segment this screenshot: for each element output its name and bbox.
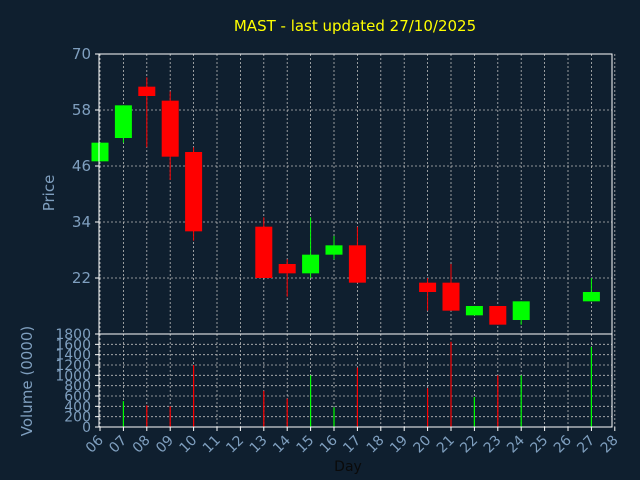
price-ytick-label: 70 <box>72 45 91 63</box>
candle-body <box>114 105 132 138</box>
chart-title: MAST - last updated 27/10/2025 <box>234 17 476 35</box>
volume-ytick-label: 1600 <box>55 337 91 353</box>
price-ytick-label: 34 <box>72 213 91 231</box>
candle-body <box>185 152 203 232</box>
volume-ytick-label: 1800 <box>55 327 91 343</box>
volume-ytick-label: 800 <box>64 379 91 395</box>
price-panel: 22 34 46 58 70 Price <box>40 45 616 335</box>
candle-body <box>489 306 507 325</box>
volume-axis-label: Volume (0000) <box>18 326 36 436</box>
volume-ytick-label: 1200 <box>55 358 91 374</box>
candle-body <box>419 282 437 292</box>
candle-body <box>325 245 343 255</box>
volume-ytick-label: 1000 <box>55 368 91 384</box>
candle-body <box>348 245 366 283</box>
volume-ytick-label: 600 <box>64 389 91 405</box>
volume-ytick-label: 0 <box>82 420 91 436</box>
x-axis-label: Day <box>334 459 362 475</box>
candle-body <box>465 306 483 316</box>
price-axis-label: Price <box>40 175 58 212</box>
candle-body <box>302 254 320 274</box>
volume-frame <box>98 333 613 428</box>
candle-body <box>91 142 109 162</box>
candle-body <box>278 264 296 274</box>
candle-body <box>582 292 600 302</box>
candle-body <box>442 282 460 311</box>
candle-body <box>512 301 530 320</box>
volume-ytick-label: 400 <box>64 399 91 415</box>
price-ytick-label: 58 <box>72 101 91 119</box>
price-ytick-label: 22 <box>72 269 91 287</box>
candle-body <box>255 226 273 278</box>
candle-body <box>138 86 156 96</box>
price-ytick-label: 46 <box>72 157 91 175</box>
volume-ytick-label: 1400 <box>55 348 91 364</box>
volume-ytick-label: 200 <box>64 410 91 426</box>
candle-body <box>161 100 179 157</box>
